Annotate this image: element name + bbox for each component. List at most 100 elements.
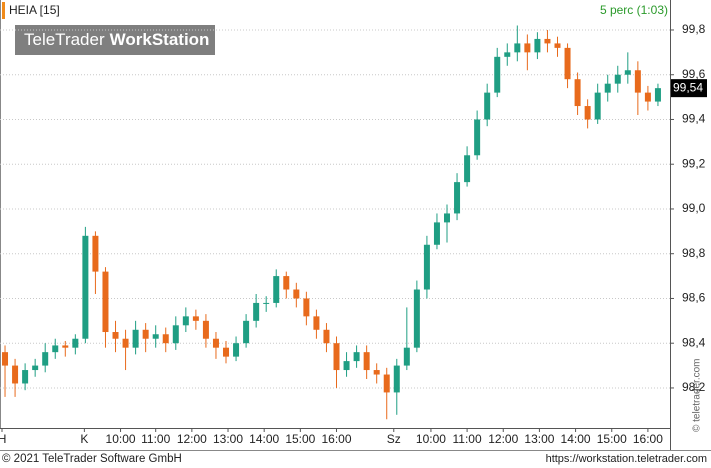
x-tick-label: 13:00 (524, 432, 554, 446)
y-tick-label: 99,4 (682, 112, 706, 126)
y-tick-label: 99,2 (682, 156, 706, 170)
candle-body (233, 343, 240, 357)
x-tick-label: 10:00 (106, 432, 136, 446)
candle-body (654, 88, 661, 102)
candle-body (223, 347, 230, 357)
candle-body (423, 244, 430, 290)
candle-body (62, 345, 69, 348)
candle-body (624, 70, 631, 75)
watermark-part: WorkStation (110, 30, 210, 49)
candle-body (152, 334, 159, 339)
title-marker (2, 2, 5, 19)
x-tick-label: 12:00 (488, 432, 518, 446)
candle-body (644, 92, 651, 102)
candle-body (22, 370, 29, 384)
candle-body (283, 276, 290, 290)
candle-body (2, 352, 9, 366)
candle-body (243, 320, 250, 344)
candle-body (92, 235, 99, 272)
candle-body (554, 43, 561, 48)
candle-body (604, 83, 611, 93)
y-tick-label: 99,6 (682, 67, 706, 81)
x-tick-label: 15:00 (597, 432, 627, 446)
candle-body (353, 352, 360, 362)
candle-body (52, 345, 59, 353)
candle-body (122, 338, 129, 348)
candle-body (574, 79, 581, 107)
candle-body (72, 338, 79, 348)
x-tick-label: H (0, 432, 6, 446)
candle-body (383, 374, 390, 393)
candle-body (584, 106, 591, 120)
side-note: © teletrader.com (692, 358, 703, 432)
candle-body (202, 320, 209, 339)
candle-body (433, 222, 440, 245)
candle-body (393, 365, 400, 393)
x-tick-label: 16:00 (633, 432, 663, 446)
candle-body (544, 38, 551, 44)
candle-body (524, 43, 531, 53)
candle-body (263, 302, 270, 304)
x-tick-label: 13:00 (213, 432, 243, 446)
candle-body (182, 316, 189, 326)
candle-body (444, 213, 451, 223)
x-tick-label: 15:00 (285, 432, 315, 446)
last-price-box (671, 79, 707, 98)
candle-body (112, 332, 119, 339)
candle-body (142, 329, 149, 339)
x-tick-label: 12:00 (177, 432, 207, 446)
candle-body (162, 334, 169, 344)
candle-body (192, 316, 199, 321)
x-tick-label: 14:00 (249, 432, 279, 446)
y-tick-label: 98,6 (682, 291, 706, 305)
candle-body (534, 38, 541, 53)
candle-body (514, 43, 521, 53)
candle-body (614, 74, 621, 84)
candle-body (323, 329, 330, 344)
candle-body (454, 182, 461, 214)
candle-body (634, 70, 641, 93)
candle-body (403, 347, 410, 366)
candle-body (363, 352, 370, 371)
candle-body (494, 56, 501, 93)
candle-body (373, 370, 380, 375)
candle-body (212, 338, 219, 348)
candle-body (132, 329, 139, 348)
candle-body (504, 52, 511, 57)
candle-body (12, 365, 19, 384)
candle-body (273, 276, 280, 303)
candle-body (42, 352, 49, 366)
last-price-label: 99,54 (673, 80, 703, 94)
x-tick-label: K (80, 432, 88, 446)
y-tick-label: 98,4 (682, 335, 706, 349)
candle-body (484, 92, 491, 120)
x-tick-label: 14:00 (561, 432, 591, 446)
candle-body (464, 155, 471, 183)
watermark: TeleTrader WorkStation (24, 30, 209, 49)
watermark-part: TeleTrader (24, 30, 105, 49)
y-tick-label: 99,8 (682, 22, 706, 36)
candle-body (413, 289, 420, 348)
candle-body (102, 271, 109, 333)
y-tick-label: 98,8 (682, 246, 706, 260)
x-tick-label: 10:00 (416, 432, 446, 446)
candle-body (293, 289, 300, 299)
candle-body (313, 316, 320, 330)
candle-body (303, 298, 310, 317)
chart-subtitle: 5 perc (1:03) (600, 3, 668, 17)
candle-body (343, 361, 350, 371)
candle-body (474, 119, 481, 156)
candle-body (82, 235, 89, 339)
x-tick-label: 11:00 (453, 432, 482, 446)
y-tick-label: 99,0 (682, 201, 706, 215)
candle-body (333, 343, 340, 371)
chart-title: HEIA [15] (9, 3, 60, 17)
candle-body (564, 47, 571, 80)
footer-left: © 2021 TeleTrader Software GmbH (2, 453, 182, 465)
x-tick-label: Sz (387, 432, 401, 446)
footer-right: https://workstation.teletrader.com (546, 453, 707, 465)
x-tick-label: 11:00 (141, 432, 170, 446)
x-tick-label: 16:00 (321, 432, 351, 446)
